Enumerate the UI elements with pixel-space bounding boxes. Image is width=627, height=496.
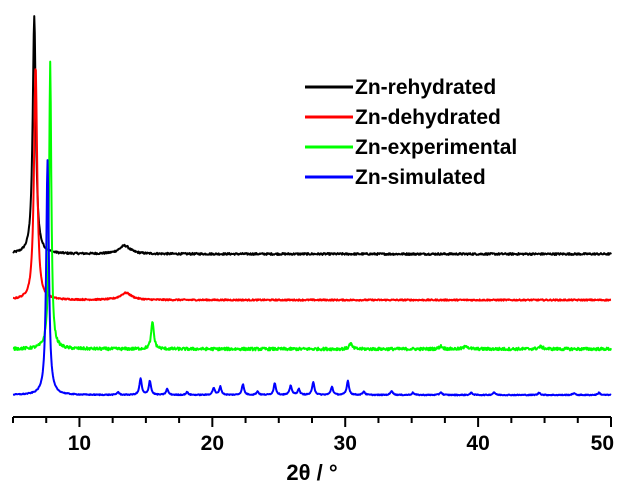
series-line-zn-rehydrated: [12, 15, 612, 256]
legend-label: Zn-dehydrated: [355, 106, 501, 129]
x-tick-label: 50: [591, 432, 614, 455]
x-axis: 10 20 30 40 50: [12, 416, 614, 455]
legend: Zn-rehydrated Zn-dehydrated Zn-experimenta…: [305, 76, 517, 189]
legend-label: Zn-experimental: [355, 136, 517, 159]
series-line-zn-dehydrated: [12, 68, 612, 302]
traces-group: [12, 15, 612, 397]
series-line-zn-experimental: [12, 60, 612, 352]
x-tick-label: 30: [334, 432, 357, 455]
legend-label: Zn-rehydrated: [355, 76, 496, 99]
legend-label: Zn-simulated: [355, 166, 486, 189]
x-tick-label: 40: [466, 432, 489, 455]
x-axis-title: 2θ / °: [286, 460, 337, 485]
x-tick-label: 20: [201, 432, 224, 455]
x-tick-label: 10: [68, 432, 91, 455]
x-axis-ticks: 10 20 30 40 50: [12, 417, 614, 455]
series-line-zn-simulated: [12, 159, 612, 397]
